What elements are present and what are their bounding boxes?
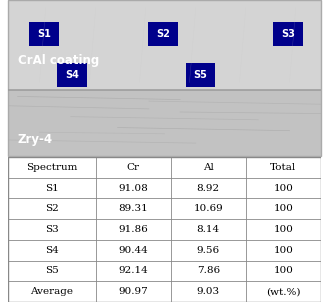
Bar bbox=[148, 22, 178, 46]
Text: 92.14: 92.14 bbox=[118, 266, 148, 275]
Text: 91.86: 91.86 bbox=[118, 225, 148, 234]
Text: S4: S4 bbox=[65, 70, 79, 80]
Bar bbox=[273, 22, 303, 46]
Text: 8.92: 8.92 bbox=[197, 184, 220, 193]
Text: 100: 100 bbox=[273, 246, 293, 255]
Text: 7.86: 7.86 bbox=[197, 266, 220, 275]
Bar bbox=[29, 22, 59, 46]
Text: 89.31: 89.31 bbox=[118, 204, 148, 213]
Text: S3: S3 bbox=[45, 225, 59, 234]
Text: S5: S5 bbox=[193, 70, 207, 80]
Text: S4: S4 bbox=[45, 246, 59, 255]
Text: Total: Total bbox=[270, 163, 296, 172]
Text: Average: Average bbox=[31, 287, 73, 296]
Text: 100: 100 bbox=[273, 204, 293, 213]
Text: CrAl coating: CrAl coating bbox=[17, 54, 99, 67]
Text: Al: Al bbox=[203, 163, 214, 172]
Text: 100: 100 bbox=[273, 266, 293, 275]
Text: 100: 100 bbox=[273, 225, 293, 234]
Text: (wt.%): (wt.%) bbox=[266, 287, 300, 296]
Text: 9.56: 9.56 bbox=[197, 246, 220, 255]
Text: 10.69: 10.69 bbox=[193, 204, 223, 213]
Text: 8.14: 8.14 bbox=[197, 225, 220, 234]
Text: S2: S2 bbox=[45, 204, 59, 213]
Bar bbox=[8, 0, 321, 90]
Text: S1: S1 bbox=[45, 184, 59, 193]
Text: 90.97: 90.97 bbox=[118, 287, 148, 296]
Text: 91.08: 91.08 bbox=[118, 184, 148, 193]
Text: Spectrum: Spectrum bbox=[26, 163, 78, 172]
Bar bbox=[58, 63, 87, 87]
Text: Zry-4: Zry-4 bbox=[17, 134, 53, 146]
Text: S1: S1 bbox=[37, 29, 51, 39]
Text: S5: S5 bbox=[45, 266, 59, 275]
Text: S3: S3 bbox=[281, 29, 295, 39]
Text: 100: 100 bbox=[273, 184, 293, 193]
Bar bbox=[186, 63, 215, 87]
Bar bbox=[8, 90, 321, 156]
Text: S2: S2 bbox=[156, 29, 170, 39]
Text: 9.03: 9.03 bbox=[197, 287, 220, 296]
Text: Cr: Cr bbox=[127, 163, 140, 172]
Text: 90.44: 90.44 bbox=[118, 246, 148, 255]
